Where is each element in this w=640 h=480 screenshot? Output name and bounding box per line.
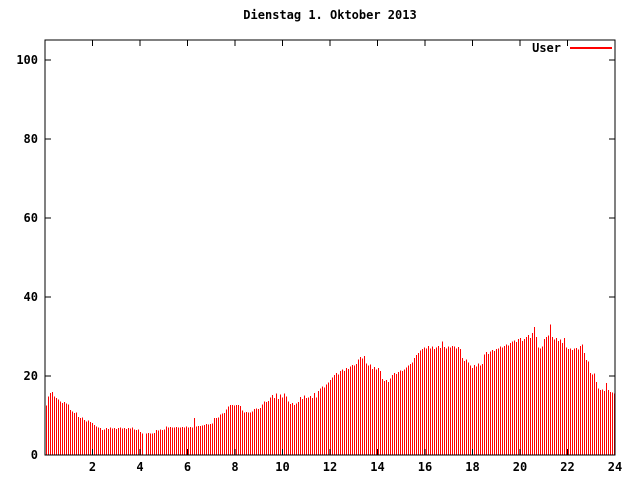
x-tick-label: 24 — [608, 460, 622, 474]
x-tick-label: 18 — [465, 460, 479, 474]
chart-title: Dienstag 1. Oktober 2013 — [243, 8, 417, 22]
y-tick-label: 40 — [24, 290, 38, 304]
x-axis: 2 4 6 8 10 12 14 16 18 20 22 24 — [89, 40, 622, 474]
y-tick-label: 20 — [24, 369, 38, 383]
x-tick-label: 8 — [231, 460, 238, 474]
x-tick-label: 12 — [323, 460, 337, 474]
legend-label-user: User — [532, 41, 561, 55]
y-tick-label: 0 — [31, 448, 38, 462]
series-user-bars — [46, 324, 615, 455]
x-tick-label: 2 — [89, 460, 96, 474]
x-tick-label: 14 — [370, 460, 384, 474]
x-tick-label: 22 — [560, 460, 574, 474]
legend: User — [532, 41, 612, 55]
x-tick-label: 6 — [184, 460, 191, 474]
legend-line-sample-icon — [570, 47, 612, 49]
x-tick-label: 20 — [513, 460, 527, 474]
x-tick-label: 4 — [136, 460, 143, 474]
y-tick-label: 100 — [16, 53, 38, 67]
x-tick-label: 10 — [275, 460, 289, 474]
x-tick-label: 16 — [418, 460, 432, 474]
y-tick-label: 80 — [24, 132, 38, 146]
y-axis: 0 20 40 60 80 100 — [16, 53, 615, 462]
y-tick-label: 60 — [24, 211, 38, 225]
